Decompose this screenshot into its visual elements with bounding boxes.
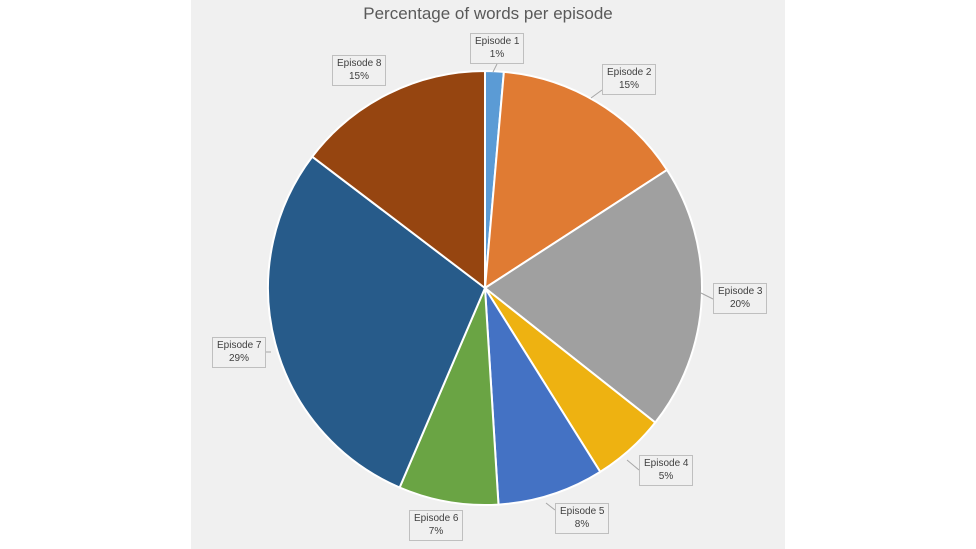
data-label-value: 7%	[428, 526, 444, 537]
data-label-episode-1: Episode 1 1%	[470, 33, 524, 64]
data-label-value: 15%	[618, 80, 639, 91]
data-label-episode-7: Episode 7 29%	[212, 337, 266, 368]
data-label-category: Episode 2	[607, 67, 652, 78]
pie-slice-episode-8	[310, 69, 486, 291]
leader-line-episode-2	[590, 89, 603, 99]
leader-line-episode-3	[700, 292, 714, 300]
data-label-category: Episode 3	[718, 286, 763, 297]
data-label-category: Episode 1	[475, 36, 520, 47]
data-label-category: Episode 8	[337, 58, 382, 69]
data-label-category: Episode 6	[414, 513, 459, 524]
pie-slice-episode-2	[483, 70, 669, 290]
data-label-category: Episode 4	[644, 458, 689, 469]
pie-slice-episode-3	[483, 168, 703, 424]
data-label-episode-4: Episode 4 5%	[639, 455, 693, 486]
pie-slices	[267, 69, 703, 506]
data-label-value: 29%	[228, 353, 249, 364]
leader-line-episode-4	[626, 459, 640, 471]
data-label-episode-6: Episode 6 7%	[409, 510, 463, 541]
leader-line-episode-5	[545, 502, 556, 511]
data-label-value: 8%	[574, 519, 590, 530]
chart-area: Percentage of words per episode Episode …	[191, 0, 785, 549]
pie-slice-episode-6	[398, 287, 500, 506]
data-label-episode-8: Episode 8 15%	[332, 55, 386, 86]
leader-lines	[266, 63, 714, 511]
pie-chart	[266, 63, 714, 511]
pie-slice-episode-7	[267, 155, 487, 489]
data-label-value: 5%	[658, 471, 674, 482]
chart-title: Percentage of words per episode	[363, 4, 613, 23]
data-label-episode-2: Episode 2 15%	[602, 64, 656, 95]
data-label-value: 1%	[489, 49, 505, 60]
leader-line-episode-1	[492, 63, 498, 73]
data-label-category: Episode 7	[217, 340, 262, 351]
data-label-value: 15%	[348, 71, 369, 82]
data-label-episode-3: Episode 3 20%	[713, 283, 767, 314]
pie-slice-episode-5	[484, 287, 602, 506]
data-label-episode-5: Episode 5 8%	[555, 503, 609, 534]
data-label-category: Episode 5	[560, 506, 605, 517]
data-label-value: 20%	[729, 299, 750, 310]
